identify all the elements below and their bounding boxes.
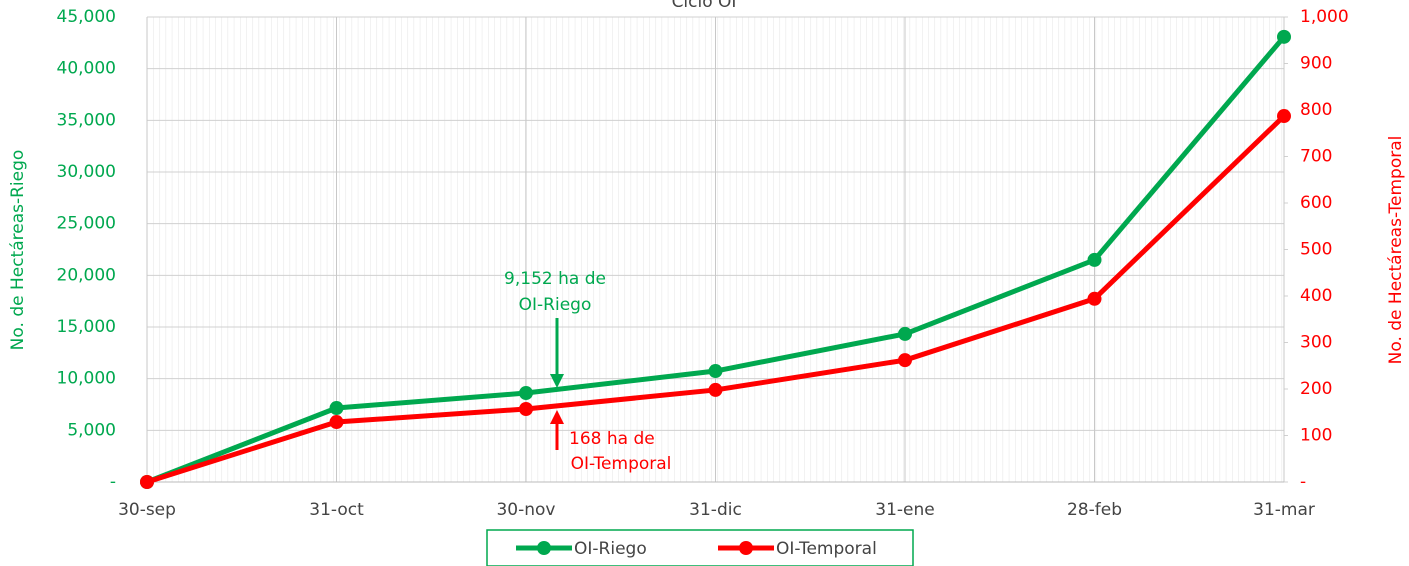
x-tick-label: 31-ene <box>875 500 934 520</box>
annotation-arrowhead <box>550 410 564 424</box>
point <box>708 382 723 397</box>
x-tick-label: 31-dic <box>689 500 742 520</box>
y2-tick-label: 500 <box>1300 240 1332 260</box>
point <box>140 475 154 489</box>
y-tick-label: 40,000 <box>57 59 116 79</box>
y2-tick-label: 100 <box>1300 426 1332 446</box>
x-tick-label: 31-mar <box>1253 500 1315 520</box>
y-tick-label: 30,000 <box>57 162 116 182</box>
x-tick-label: 31-oct <box>309 500 364 520</box>
point <box>898 353 912 368</box>
y2-tick-label: - <box>1300 472 1306 492</box>
point <box>519 401 533 416</box>
point <box>329 415 344 430</box>
annotation: OI-Riego <box>519 295 592 315</box>
annotation: 168 ha de <box>569 429 655 449</box>
legend-label: OI-Riego <box>574 539 647 559</box>
annotation: 9,152 ha de <box>504 269 606 289</box>
legend-marker <box>537 541 551 555</box>
point <box>519 386 533 401</box>
y-tick-label: 5,000 <box>67 420 116 440</box>
y-tick-label: 15,000 <box>57 317 116 337</box>
y2-tick-label: 1,000 <box>1300 7 1349 27</box>
y-tick-label: 10,000 <box>57 369 116 389</box>
legend-marker <box>739 541 753 555</box>
annotation: OI-Temporal <box>571 454 672 474</box>
x-tick-label: 28-feb <box>1067 500 1122 520</box>
y2-tick-label: 400 <box>1300 286 1332 306</box>
point <box>329 401 344 416</box>
y2-tick-label: 200 <box>1300 379 1332 399</box>
y-axis-label: No. de Hectáreas-Riego <box>8 150 28 351</box>
point <box>1087 252 1102 267</box>
y2-tick-label: 900 <box>1300 54 1332 74</box>
x-tick-label: 30-nov <box>496 500 555 520</box>
point <box>1087 291 1102 306</box>
y-tick-label: 25,000 <box>57 214 116 234</box>
y2-tick-label: 600 <box>1300 193 1332 213</box>
point <box>898 326 912 341</box>
point <box>708 364 723 379</box>
y-tick-label: 20,000 <box>57 265 116 285</box>
y2-tick-label: 700 <box>1300 147 1332 167</box>
x-tick-label: 30-sep <box>118 500 176 520</box>
y-tick-label: - <box>110 472 116 492</box>
legend-label: OI-Temporal <box>776 539 877 559</box>
y2-tick-label: 800 <box>1300 100 1332 120</box>
chart-title: Ciclo OI <box>672 0 737 12</box>
annotation-arrowhead <box>550 374 564 388</box>
y2-tick-label: 300 <box>1300 333 1332 353</box>
y2-axis-label: No. de Hectáreas-Temporal <box>1386 136 1406 365</box>
point <box>1277 29 1291 44</box>
y-tick-label: 35,000 <box>57 110 116 130</box>
y-tick-label: 45,000 <box>57 7 116 27</box>
point <box>1277 109 1291 124</box>
